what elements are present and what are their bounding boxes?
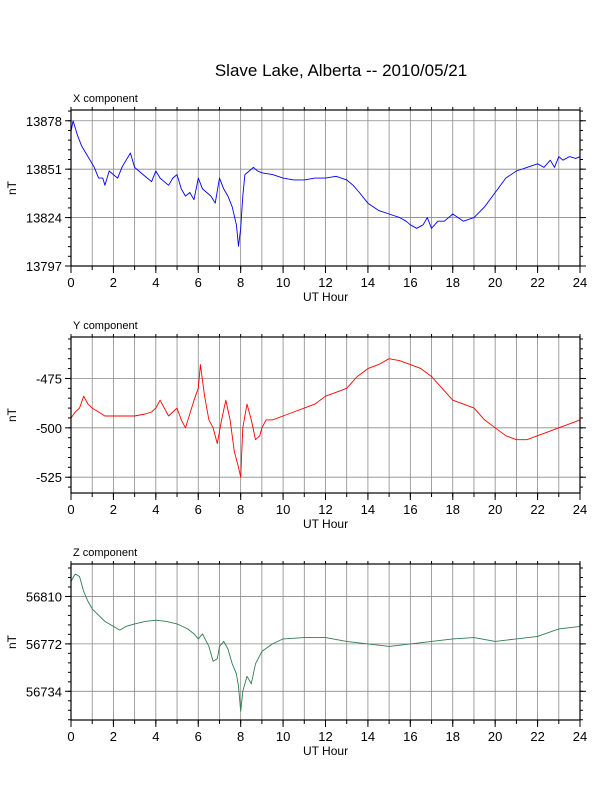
z-component-x-tick-label: 6 (195, 729, 202, 744)
x-component-panel: 0 2 4 6 8 10 12 14 16 18 20 22 241379713824138511387… (5, 93, 587, 304)
y-component-x-tick-label: 18 (446, 502, 460, 517)
z-component-x-tick-label: 20 (488, 729, 502, 744)
x-component-x-tick-label: 24 (573, 275, 587, 290)
z-component-series-line (70, 573, 581, 712)
x-component-x-tick-label: 16 (403, 275, 417, 290)
x-component-x-tick-label: 20 (488, 275, 502, 290)
x-component-x-tick-label: 2 (110, 275, 117, 290)
x-component-series-line (70, 120, 581, 247)
y-component-y-tick-label: -525 (36, 470, 62, 485)
x-component-y-tick-label: 13878 (26, 114, 62, 129)
z-component-x-tick-label: 12 (318, 729, 332, 744)
y-component-x-tick-label: 4 (152, 502, 159, 517)
y-component-y-tick-label: -475 (36, 371, 62, 386)
y-component-x-tick-label: 22 (530, 502, 544, 517)
y-component-series-line (70, 358, 581, 478)
z-component-y-tick-label: 56734 (26, 684, 62, 699)
z-component-x-tick-label: 0 (67, 729, 74, 744)
z-component-y-tick-label: 56810 (26, 589, 62, 604)
z-component-y-axis-label: nT (5, 634, 19, 649)
z-component-x-tick-label: 14 (361, 729, 375, 744)
x-component-x-axis-label: UT Hour (303, 290, 348, 304)
x-component-x-tick-label: 6 (195, 275, 202, 290)
z-component-x-tick-label: 18 (446, 729, 460, 744)
y-component-x-tick-label: 10 (276, 502, 290, 517)
z-component-x-tick-label: 4 (152, 729, 159, 744)
z-component-title: Z component (73, 547, 137, 559)
z-component-x-tick-label: 24 (573, 729, 587, 744)
y-component-title: Y component (73, 320, 138, 332)
y-component-y-tick-label: -500 (36, 421, 62, 436)
x-component-y-axis-label: nT (5, 180, 19, 195)
y-component-x-axis-label: UT Hour (303, 517, 348, 531)
panels: 0 2 4 6 8 10 12 14 16 18 20 22 241379713824138511387… (5, 93, 587, 758)
y-component-x-tick-label: 6 (195, 502, 202, 517)
y-component-x-tick-label: 2 (110, 502, 117, 517)
z-component-x-tick-label: 8 (237, 729, 244, 744)
z-component-x-tick-label: 16 (403, 729, 417, 744)
x-component-x-tick-label: 14 (361, 275, 375, 290)
x-component-title: X component (73, 93, 138, 105)
z-component-x-tick-label: 22 (530, 729, 544, 744)
x-component-x-tick-label: 4 (152, 275, 159, 290)
x-component-y-tick-label: 13851 (26, 162, 62, 177)
x-component-x-tick-label: 22 (530, 275, 544, 290)
y-component-y-axis-label: nT (5, 407, 19, 422)
x-component-x-tick-label: 12 (318, 275, 332, 290)
z-component-y-tick-label: 56772 (26, 637, 62, 652)
y-component-x-tick-label: 24 (573, 502, 587, 517)
x-component-x-tick-label: 0 (67, 275, 74, 290)
x-component-y-tick-label: 13797 (26, 259, 62, 274)
x-component-y-tick-label: 13824 (26, 211, 62, 226)
y-component-x-tick-label: 14 (361, 502, 375, 517)
z-component-x-tick-label: 10 (276, 729, 290, 744)
x-component-x-tick-label: 18 (446, 275, 460, 290)
y-component-x-tick-label: 16 (403, 502, 417, 517)
y-component-x-tick-label: 12 (318, 502, 332, 517)
x-component-x-tick-label: 10 (276, 275, 290, 290)
chart-title: Slave Lake, Alberta -- 2010/05/21 (215, 61, 467, 80)
y-component-x-tick-label: 0 (67, 502, 74, 517)
z-component-x-axis-label: UT Hour (303, 744, 348, 758)
z-component-x-tick-label: 2 (110, 729, 117, 744)
x-component-frame (70, 109, 581, 267)
y-component-x-tick-label: 8 (237, 502, 244, 517)
x-component-x-tick-label: 8 (237, 275, 244, 290)
z-component-frame (70, 563, 581, 721)
y-component-frame (70, 336, 581, 494)
y-component-x-tick-label: 20 (488, 502, 502, 517)
